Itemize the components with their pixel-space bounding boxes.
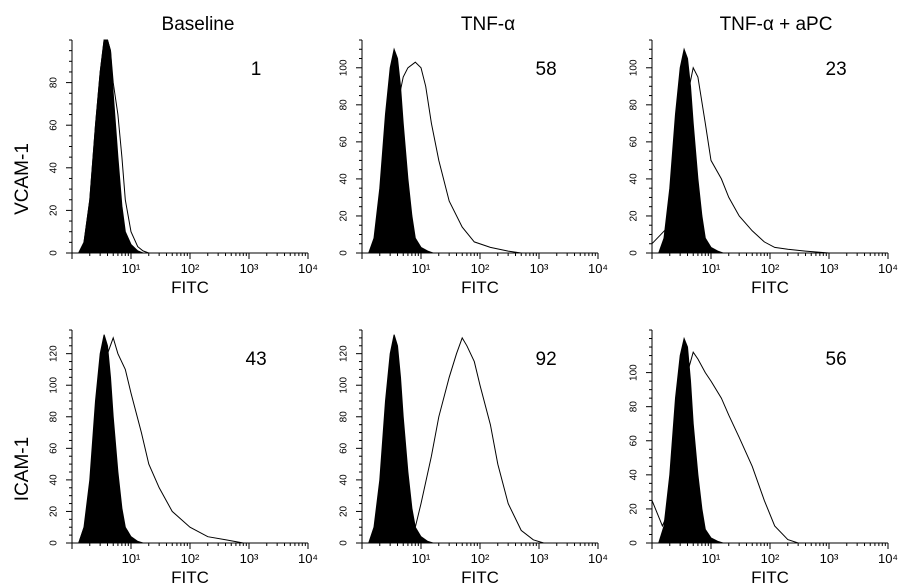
y-tick-label: 20	[49, 204, 60, 216]
x-axis-label: FITC	[461, 278, 499, 297]
x-tick-label: 10²	[761, 551, 780, 566]
x-tick-label: 10⁴	[878, 551, 898, 566]
sample-histogram	[402, 336, 544, 544]
x-tick-label: 10⁴	[298, 551, 318, 566]
x-tick-label: 10³	[240, 551, 259, 566]
x-tick-label: 10¹	[412, 261, 431, 276]
panel-icam-1-baseline: 0 20 40 60 80 100 120 10¹ 10² 10³ 10⁴ FITC 43	[49, 329, 318, 585]
percent-positive-label: 1	[251, 59, 262, 80]
y-tick-label: 40	[339, 474, 350, 486]
y-tick-label: 80	[629, 99, 640, 111]
x-axis-label: FITC	[751, 278, 789, 297]
x-tick-label: 10⁴	[588, 551, 608, 566]
y-tick-label: 80	[49, 411, 60, 423]
x-tick-label: 10¹	[122, 551, 141, 566]
y-tick-label: 100	[629, 59, 640, 76]
y-tick-label: 0	[339, 250, 350, 256]
x-axis-label: FITC	[461, 568, 499, 585]
y-tick-label: 0	[49, 250, 60, 256]
percent-positive-label: 23	[826, 59, 847, 80]
percent-positive-label: 58	[536, 59, 557, 80]
x-tick-label: 10¹	[122, 261, 141, 276]
column-title-tnf-apc: TNF-α + aPC	[719, 14, 833, 35]
y-tick-label: 20	[49, 505, 60, 517]
x-tick-label: 10²	[471, 551, 490, 566]
isotype-histogram	[367, 47, 434, 254]
x-tick-label: 10³	[820, 261, 839, 276]
y-tick-label: 40	[339, 173, 350, 185]
isotype-histogram	[78, 334, 144, 544]
x-tick-label: 10⁴	[298, 261, 318, 276]
y-tick-label: 0	[49, 540, 60, 546]
x-tick-label: 10²	[181, 261, 200, 276]
x-axis-label: FITC	[171, 278, 209, 297]
column-title-tnf: TNF-α	[460, 14, 516, 35]
panel-icam-1-tnf: 0 20 40 60 80 100 120 10¹ 10² 10³ 10⁴ FITC 92	[339, 329, 608, 585]
x-tick-label: 10²	[761, 261, 780, 276]
x-axis-label: FITC	[171, 568, 209, 585]
panel-vcam-1-tnf-apc: 0 20 40 60 80 100 10¹ 10² 10³ 10⁴ FITC 23	[629, 39, 898, 297]
y-tick-label: 0	[339, 540, 350, 546]
x-tick-label: 10³	[240, 261, 259, 276]
percent-positive-label: 92	[536, 349, 557, 370]
x-tick-label: 10²	[471, 261, 490, 276]
y-tick-label: 40	[49, 474, 60, 486]
y-tick-label: 100	[629, 364, 640, 381]
y-tick-label: 120	[339, 345, 350, 362]
x-tick-label: 10¹	[412, 551, 431, 566]
y-tick-label: 40	[49, 162, 60, 174]
y-tick-label: 40	[629, 173, 640, 185]
sample-histogram	[368, 61, 522, 254]
isotype-histogram	[77, 39, 144, 254]
y-tick-label: 0	[629, 540, 640, 546]
sample-histogram	[651, 351, 799, 544]
y-tick-label: 60	[339, 136, 350, 148]
isotype-histogram	[658, 336, 724, 544]
y-tick-label: 120	[49, 345, 60, 362]
panel-vcam-1-tnf: 0 20 40 60 80 100 10¹ 10² 10³ 10⁴ FITC 58	[339, 39, 608, 297]
y-tick-label: 60	[49, 442, 60, 454]
percent-positive-label: 43	[246, 349, 267, 370]
x-tick-label: 10²	[181, 551, 200, 566]
y-tick-label: 60	[49, 119, 60, 131]
x-tick-label: 10⁴	[878, 261, 898, 276]
x-tick-label: 10³	[820, 551, 839, 566]
sample-histogram	[78, 39, 149, 254]
y-tick-label: 100	[339, 59, 350, 76]
y-tick-label: 40	[629, 469, 640, 481]
x-tick-label: 10¹	[702, 261, 721, 276]
y-tick-label: 60	[629, 136, 640, 148]
x-axis-label: FITC	[751, 568, 789, 585]
panel-vcam-1-baseline: 0 20 40 60 80 10¹ 10² 10³ 10⁴ FITC 1	[49, 39, 318, 297]
y-tick-label: 80	[339, 411, 350, 423]
y-tick-label: 80	[629, 401, 640, 413]
y-tick-label: 80	[49, 77, 60, 89]
isotype-histogram	[657, 47, 724, 254]
y-tick-label: 100	[49, 376, 60, 393]
sample-histogram	[651, 66, 830, 254]
x-tick-label: 10³	[530, 261, 549, 276]
y-tick-label: 0	[629, 250, 640, 256]
y-tick-label: 20	[339, 505, 350, 517]
y-tick-label: 20	[339, 210, 350, 222]
y-tick-label: 20	[629, 503, 640, 515]
panel-icam-1-tnf-apc: 0 20 40 60 80 100 10¹ 10² 10³ 10⁴ FITC 56	[629, 329, 898, 585]
x-tick-label: 10⁴	[588, 261, 608, 276]
isotype-histogram	[368, 334, 434, 544]
column-title-baseline: Baseline	[161, 14, 235, 35]
sample-histogram	[78, 336, 244, 544]
percent-positive-label: 56	[826, 349, 847, 370]
x-tick-label: 10³	[530, 551, 549, 566]
y-tick-label: 60	[629, 435, 640, 447]
y-tick-label: 60	[339, 442, 350, 454]
y-tick-label: 20	[629, 210, 640, 222]
y-tick-label: 100	[339, 376, 350, 393]
y-tick-label: 80	[339, 99, 350, 111]
x-tick-label: 10¹	[702, 551, 721, 566]
